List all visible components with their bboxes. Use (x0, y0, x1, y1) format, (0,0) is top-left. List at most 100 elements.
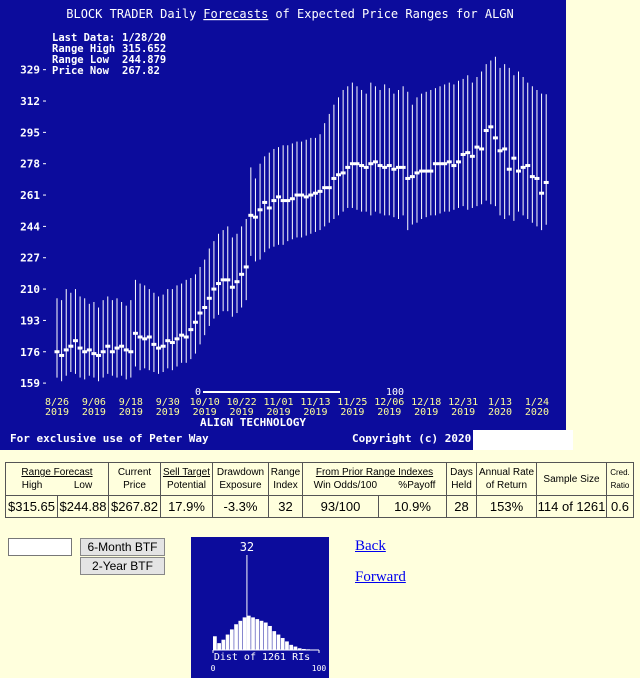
price-marker (137, 335, 143, 339)
range-index-min: 0 (195, 387, 201, 398)
x-tick-label: 0 (211, 664, 216, 673)
price-marker (183, 335, 189, 339)
price-marker (534, 176, 540, 180)
price-marker (428, 169, 434, 173)
x-tick-label: 12/31 (448, 397, 478, 408)
forecast-table: Range Forecast High Low Current Price Sell … (5, 462, 634, 518)
price-marker (174, 337, 180, 341)
header-row: Range Forecast High Low Current Price Sell … (5, 462, 634, 496)
price-marker (100, 350, 106, 354)
price-marker (114, 346, 120, 350)
price-marker (96, 353, 102, 357)
price-marker (91, 352, 97, 356)
price-marker (225, 278, 231, 282)
x-tick-label: 1/13 (488, 397, 512, 408)
price-marker (303, 195, 309, 199)
price-marker (160, 344, 166, 348)
price-marker (289, 197, 295, 201)
info-value: 244.879 (122, 54, 166, 66)
x-tick-label: 11/25 (337, 397, 367, 408)
x-tick-year: 2019 (82, 407, 106, 418)
x-tick-label: 100 (312, 664, 327, 673)
header-cell: Cred. Ratio (606, 462, 634, 496)
x-tick-year: 2020 (525, 407, 549, 418)
info-value: 315.652 (122, 43, 166, 55)
y-tick-label: 176 (20, 346, 40, 359)
price-marker (382, 165, 388, 169)
header-cell: From Prior Range Indexes Win Odds/100 %Pay… (302, 462, 447, 496)
header-text: Current (117, 467, 152, 478)
histogram-background (191, 537, 329, 678)
x-tick-year: 2019 (156, 407, 180, 418)
price-marker (539, 191, 545, 195)
price-marker (525, 164, 531, 168)
x-tick-year: 2019 (266, 407, 290, 418)
histogram-bar (276, 634, 281, 650)
price-marker (492, 136, 498, 140)
price-marker (188, 328, 194, 332)
header-cell: Sell Target Potential (160, 462, 213, 496)
two-year-button[interactable]: 2-Year BTF (80, 557, 165, 575)
price-marker (234, 280, 240, 284)
x-tick-year: 2019 (414, 407, 438, 418)
price-marker (128, 350, 134, 354)
price-marker (54, 350, 60, 354)
symbol-input[interactable] (8, 538, 72, 556)
price-marker (142, 337, 148, 341)
price-marker (262, 200, 268, 204)
histogram-bar (229, 629, 234, 650)
price-marker (299, 193, 305, 197)
price-marker (405, 176, 411, 180)
back-link[interactable]: Back (355, 538, 386, 554)
price-marker (220, 278, 226, 282)
price-marker (497, 149, 503, 153)
histogram-bar (246, 615, 251, 650)
price-marker (442, 162, 448, 166)
x-tick-year: 2019 (119, 407, 143, 418)
info-label: Last Data: (52, 32, 115, 44)
data-cell: 93/100 (302, 495, 379, 518)
header-text: %Payoff (398, 480, 436, 491)
header-text: Range (270, 467, 301, 478)
price-marker (312, 191, 318, 195)
price-marker (276, 195, 282, 199)
data-cell: 0.6 (606, 495, 634, 518)
price-marker (216, 282, 222, 286)
histogram-bar (280, 637, 285, 650)
price-marker (460, 152, 466, 156)
data-cell: $315.65 (5, 495, 58, 518)
price-marker (119, 344, 125, 348)
header-text: Annual Rate (478, 467, 535, 478)
range-index-max: 100 (386, 387, 404, 398)
price-marker (146, 335, 152, 339)
header-cell: Range Forecast High Low (5, 462, 109, 496)
price-marker (391, 167, 397, 171)
forward-link[interactable]: Forward (355, 569, 406, 585)
price-marker (432, 162, 438, 166)
price-marker (109, 350, 115, 354)
x-tick-year: 2019 (45, 407, 69, 418)
histogram-bar (285, 641, 289, 650)
header-text: High (21, 480, 43, 491)
six-month-button[interactable]: 6-Month BTF (80, 538, 165, 556)
price-marker (86, 348, 92, 352)
title-link[interactable]: Forecasts (203, 7, 268, 21)
price-marker (169, 341, 175, 345)
price-marker (179, 333, 185, 337)
price-marker (396, 165, 402, 169)
x-tick-label: 1/24 (525, 397, 549, 408)
header-cell: Range Index (268, 462, 303, 496)
price-marker (248, 213, 254, 217)
histogram-bar (263, 622, 268, 650)
histogram-bar (268, 625, 272, 650)
price-marker (451, 164, 457, 168)
price-marker (409, 175, 415, 179)
price-marker (377, 164, 383, 168)
histogram-bar (255, 619, 260, 650)
header-text: Sample Size (543, 473, 600, 485)
y-tick-label: 159 (20, 377, 40, 390)
data-cell: 114 of 1261 (536, 495, 607, 518)
header-text: Ratio (610, 481, 630, 490)
